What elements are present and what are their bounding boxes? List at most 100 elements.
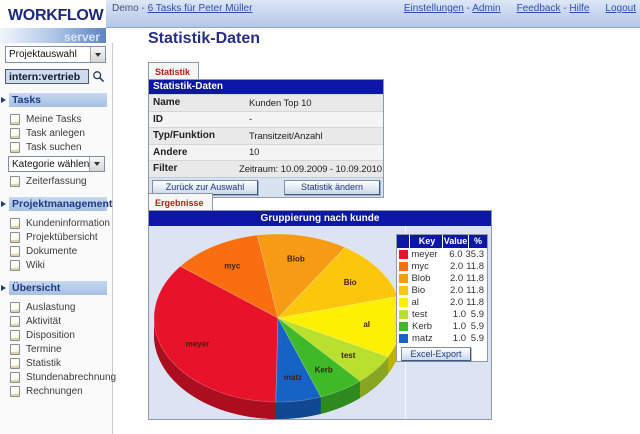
demo-label: Demo [112, 3, 139, 14]
pie-slice-label: Bio [344, 278, 357, 287]
legend-value: 2.0 [449, 296, 464, 308]
sidebar-item-dokumente[interactable]: Dokumente [0, 244, 112, 258]
topbar-link-feedback[interactable]: Feedback [516, 3, 561, 14]
page-title: Statistik-Daten [148, 30, 261, 47]
chevron-down-icon[interactable] [89, 157, 104, 171]
section-header-projektmanagement[interactable]: Projektmanagement [1, 197, 112, 211]
legend-row-test: test 1.0 5.9 [397, 308, 487, 320]
topbar-link-logout[interactable]: Logout [605, 3, 636, 14]
topbar-separator: - [560, 3, 570, 14]
legend-header-swatch [397, 235, 410, 248]
chart-legend: Key Value% meyer 6.0 35.3 myc 2.0 11.8 Blob 2.0 1… [396, 234, 488, 362]
pie-slice-label: myc [224, 262, 241, 271]
sidebar-item-task-suchen[interactable]: Task suchen [0, 140, 112, 154]
sidebar-item-wiki[interactable]: Wiki [0, 258, 112, 272]
pie-slice-label: meyer [186, 340, 210, 349]
sidebar-item-label: Wiki [26, 259, 45, 271]
section-header-bersicht[interactable]: Übersicht [1, 281, 107, 295]
color-swatch [398, 285, 408, 295]
chevron-down-icon[interactable] [90, 47, 105, 62]
pie-slice-label: test [341, 351, 356, 360]
sidebar-item-label: Disposition [26, 329, 75, 341]
document-icon [10, 315, 20, 327]
sidebar-item-rechnungen[interactable]: Rechnungen [0, 384, 112, 398]
document-icon [10, 141, 20, 153]
topbar-links: Einstellungen - Admin Feedback - Hilfe Log… [388, 3, 636, 14]
search-input[interactable]: intern:vertrieb [5, 69, 89, 84]
row-value: Kunden Top 10 [249, 97, 312, 109]
section-title: Übersicht [12, 282, 61, 294]
project-select[interactable]: Projektauswahl [5, 46, 106, 63]
legend-swatch-cell [397, 333, 410, 343]
topbar-link-hilfe[interactable]: Hilfe [569, 3, 590, 14]
legend-row-al: al 2.0 11.8 [397, 296, 487, 308]
legend-value: 2.0 [449, 272, 464, 284]
color-swatch [399, 309, 408, 319]
sidebar-item-statistik[interactable]: Statistik [0, 356, 112, 370]
sidebar-item-stundenabrechnung[interactable]: Stundenabrechnung [0, 370, 116, 384]
legend-swatch-cell [397, 321, 410, 331]
search-icon[interactable] [92, 70, 105, 83]
table-row: Name Kunden Top 10 [149, 94, 383, 111]
color-swatch [398, 297, 408, 307]
sidebar-item-projekt-bersicht[interactable]: Projektübersicht [0, 230, 112, 244]
legend-percent: 5.9 [470, 308, 484, 320]
legend-value: 1.0 [452, 332, 466, 344]
document-icon [10, 259, 20, 271]
topbar-link-group: Logout [605, 3, 636, 14]
legend-key: Blob [411, 272, 431, 284]
legend-key: al [411, 296, 419, 308]
sidebar-item-kundeninformation[interactable]: Kundeninformation [0, 216, 112, 230]
section-arrow-icon [1, 285, 6, 291]
category-select[interactable]: Kategorie wählen [8, 156, 105, 172]
topbar-link-group: Einstellungen - Admin [404, 3, 501, 14]
sidebar-item-label: Kundeninformation [26, 217, 110, 229]
sidebar-item-label: Auslastung [26, 301, 76, 313]
section-arrow-icon [1, 97, 6, 103]
topbar-link-admin[interactable]: Admin [472, 3, 501, 14]
logo-server-label: server [63, 30, 100, 44]
sidebar-item-meine-tasks[interactable]: Meine Tasks [0, 112, 112, 126]
document-icon [10, 113, 20, 125]
row-value: - [249, 114, 253, 125]
sidebar-item-aktivit-t[interactable]: Aktivität [0, 314, 112, 328]
edit-statistik-button[interactable]: Statistik ändern [284, 179, 380, 195]
legend-percent: 11.8 [466, 284, 484, 296]
sidebar-item-label: Projektübersicht [26, 231, 98, 243]
color-swatch [399, 333, 408, 343]
legend-key: meyer [411, 248, 438, 260]
sidebar-item-zeiterfassung[interactable]: Zeiterfassung [0, 174, 112, 188]
tasks-link[interactable]: 6 Tasks für Peter Müller [147, 3, 253, 14]
sidebar-section-projektmanagement: Projektmanagement Kundeninformation Projek… [0, 197, 112, 272]
statistik-table: Statistik-Daten Name Kunden Top 10 ID - Typ/… [148, 79, 384, 198]
tab-statistik[interactable]: Statistik [148, 62, 200, 79]
topbar-link-einstellungen[interactable]: Einstellungen [403, 3, 464, 14]
sidebar-item-label: Dokumente [26, 245, 78, 257]
document-icon [10, 245, 20, 257]
sidebar-item-task-anlegen[interactable]: Task anlegen [0, 126, 112, 140]
topbar-link-group: Feedback - Hilfe [517, 3, 590, 14]
excel-export-button[interactable]: Excel-Export [401, 347, 471, 361]
section-header-tasks[interactable]: Tasks [1, 93, 107, 107]
sidebar-item-label: Rechnungen [26, 385, 83, 397]
tab-ergebnisse[interactable]: Ergebnisse [148, 193, 213, 210]
sidebar-item-label: Aktivität [26, 315, 62, 327]
sidebar-item-auslastung[interactable]: Auslastung [0, 300, 112, 314]
sidebar-item-label: Termine [26, 343, 62, 355]
legend-value: 6.0 [449, 248, 463, 260]
chart-area: meyer myc Blob Bio al test Kerb matz Key Value% … [149, 226, 491, 419]
legend-row-meyer: meyer 6.0 35.3 [397, 248, 487, 260]
legend-row-myc: myc 2.0 11.8 [397, 260, 487, 272]
row-label: ID [153, 113, 163, 125]
topbar-context: Demo - 6 Tasks für Peter Müller [112, 3, 252, 14]
sidebar-item-disposition[interactable]: Disposition [0, 328, 112, 342]
table-row: Andere 10 [149, 143, 383, 160]
legend-swatch-cell [397, 297, 409, 307]
color-swatch [398, 273, 408, 283]
sidebar-item-label: Task suchen [26, 141, 82, 153]
color-swatch [399, 321, 408, 331]
row-label: Name [153, 97, 181, 108]
sidebar-item-termine[interactable]: Termine [0, 342, 112, 356]
section-arrow-icon [1, 201, 6, 207]
table-row: Filter Zeitraum: 10.09.2009 - 10.09.2010 [149, 160, 383, 177]
